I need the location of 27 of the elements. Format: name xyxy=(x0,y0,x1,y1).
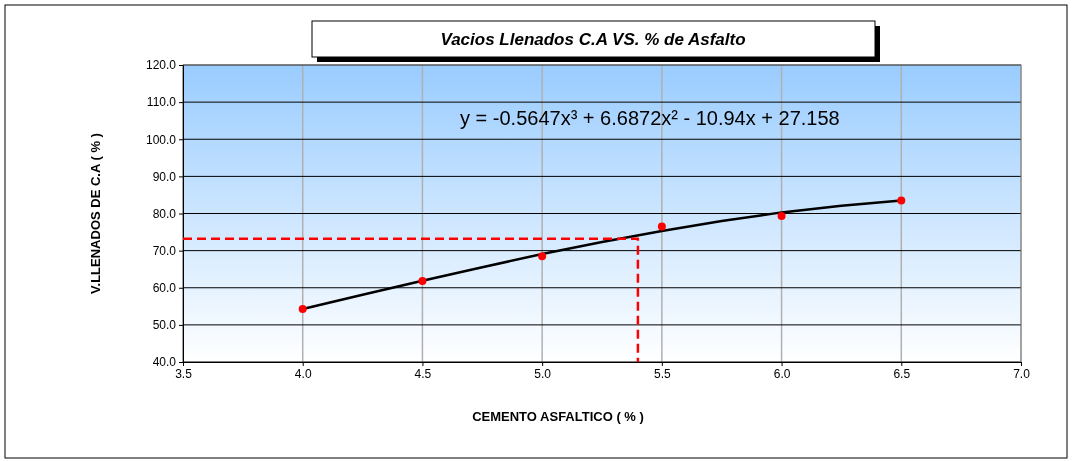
x-tick-label: 6.0 xyxy=(773,366,791,381)
y-tick-label: 40.0 xyxy=(152,355,177,370)
x-tick-label: 6.5 xyxy=(893,366,911,381)
y-tick-label: 70.0 xyxy=(152,243,177,258)
y-tick-label: 120.0 xyxy=(145,58,177,73)
point xyxy=(298,304,307,313)
y-tick-label: 90.0 xyxy=(152,169,177,184)
x-tick-label: 5.0 xyxy=(534,366,552,381)
x-tick-label: 5.5 xyxy=(654,366,672,381)
point xyxy=(418,277,427,286)
x-axis-title: CEMENTO ASFALTICO ( % ) xyxy=(472,409,644,424)
annotation: y = -0.5647x³ + 6.6872x² - 10.94x + 27.158 xyxy=(460,107,840,129)
y-tick-label: 100.0 xyxy=(145,132,177,147)
point xyxy=(897,196,906,205)
x-tick-label: 4.5 xyxy=(414,366,432,381)
x-tick-label: 7.0 xyxy=(1013,366,1031,381)
y-axis-title: V.LLENADOS DE C.A ( % ) xyxy=(88,133,103,294)
chart-title: Vacios Llenados C.A VS. % de Asfalto xyxy=(440,30,746,49)
x-tick-label: 4.0 xyxy=(294,366,312,381)
y-tick-label: 60.0 xyxy=(152,281,177,296)
y-tick-label: 110.0 xyxy=(146,95,177,110)
y-tick-label: 80.0 xyxy=(152,206,177,221)
point xyxy=(657,222,666,231)
point xyxy=(777,212,786,221)
y-tick-label: 50.0 xyxy=(152,318,177,333)
x-tick-label: 3.5 xyxy=(175,366,193,381)
point xyxy=(538,252,547,261)
